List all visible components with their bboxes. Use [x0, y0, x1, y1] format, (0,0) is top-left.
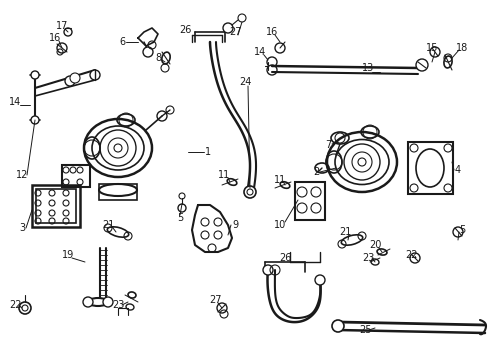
Text: 2: 2 [312, 167, 319, 177]
Text: 22: 22 [405, 250, 417, 260]
Circle shape [65, 76, 75, 86]
Text: 5: 5 [177, 213, 183, 223]
Circle shape [274, 43, 285, 53]
Text: 27: 27 [208, 295, 221, 305]
Text: 25: 25 [358, 325, 370, 335]
Circle shape [70, 73, 80, 83]
Circle shape [64, 28, 72, 36]
Text: 11: 11 [218, 170, 230, 180]
Circle shape [429, 47, 439, 57]
Text: 11: 11 [273, 175, 285, 185]
Circle shape [19, 302, 31, 314]
Circle shape [409, 253, 419, 263]
Text: 23: 23 [361, 253, 373, 263]
Circle shape [103, 297, 113, 307]
Text: 17: 17 [56, 21, 68, 31]
Circle shape [223, 23, 232, 33]
Text: 18: 18 [455, 43, 467, 53]
Bar [294, 182, 325, 220]
Text: 21: 21 [338, 227, 350, 237]
Text: 14: 14 [9, 97, 21, 107]
Text: 16: 16 [49, 33, 61, 43]
Text: 1: 1 [204, 147, 211, 157]
Text: 9: 9 [231, 220, 238, 230]
Text: 10: 10 [273, 220, 285, 230]
Bar [32, 185, 80, 227]
Text: 5: 5 [458, 225, 464, 235]
Text: 15: 15 [425, 43, 437, 53]
Circle shape [331, 320, 343, 332]
Text: 27: 27 [228, 27, 241, 37]
Text: 14: 14 [253, 47, 265, 57]
Circle shape [178, 204, 185, 212]
Text: 22: 22 [9, 300, 21, 310]
Circle shape [142, 47, 153, 57]
Circle shape [244, 186, 256, 198]
Text: 23: 23 [112, 300, 124, 310]
Circle shape [57, 43, 67, 53]
Text: 7: 7 [324, 140, 330, 150]
Circle shape [263, 265, 272, 275]
Text: 12: 12 [16, 170, 28, 180]
Circle shape [83, 297, 93, 307]
Bar [407, 142, 452, 194]
Text: 26: 26 [278, 253, 290, 263]
Bar [62, 165, 90, 187]
Text: 13: 13 [361, 63, 373, 73]
Text: 4: 4 [454, 165, 460, 175]
Bar [36, 189, 76, 223]
Text: 26: 26 [179, 25, 191, 35]
Circle shape [452, 227, 462, 237]
Text: 24: 24 [238, 77, 251, 87]
Text: 16: 16 [265, 27, 278, 37]
Circle shape [217, 303, 226, 313]
Circle shape [314, 275, 325, 285]
Text: 3: 3 [19, 223, 25, 233]
Bar [99, 184, 137, 200]
Text: 21: 21 [102, 220, 114, 230]
Circle shape [266, 57, 276, 67]
Text: 19: 19 [62, 250, 74, 260]
Circle shape [31, 116, 39, 124]
Text: 6: 6 [119, 37, 125, 47]
Circle shape [266, 65, 276, 75]
Circle shape [415, 59, 427, 71]
Text: 8: 8 [155, 53, 161, 63]
Circle shape [90, 70, 100, 80]
Circle shape [31, 71, 39, 79]
Text: 20: 20 [368, 240, 381, 250]
